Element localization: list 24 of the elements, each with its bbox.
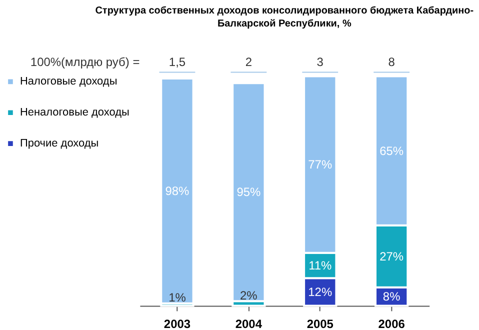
data-label: 12% (308, 284, 332, 299)
data-label: 98% (165, 184, 190, 198)
legend-label: Налоговые доходы (20, 76, 118, 88)
data-label: 65% (380, 144, 404, 158)
x-tick-label: 2003 (164, 317, 191, 330)
chart-title: Структура собственных доходов консолидированного бюджета Кабардино-Балкарской Республики, % (95, 5, 474, 30)
x-tick-label: 2006 (378, 317, 406, 330)
text: 8 (388, 55, 396, 70)
text: 2 (245, 55, 252, 70)
data-label: 1% (168, 290, 186, 305)
data-label: 2% (240, 288, 258, 302)
data-label: 95% (236, 185, 262, 200)
data-label: 77% (308, 158, 332, 172)
x-tick-label: 2004 (235, 317, 262, 330)
bar (232, 82, 266, 302)
text: 100%(млрдю руб) = (30, 55, 140, 70)
data-label: 8% (382, 290, 401, 304)
text: 1,5 (168, 55, 186, 70)
text: 3 (316, 55, 324, 70)
x-tick-label: 2005 (306, 317, 334, 330)
data-label: 27% (380, 249, 404, 264)
legend-label: Прочие доходы (20, 138, 99, 150)
legend-label: Неналоговые доходы (20, 106, 130, 119)
data-label: 11% (308, 258, 332, 273)
